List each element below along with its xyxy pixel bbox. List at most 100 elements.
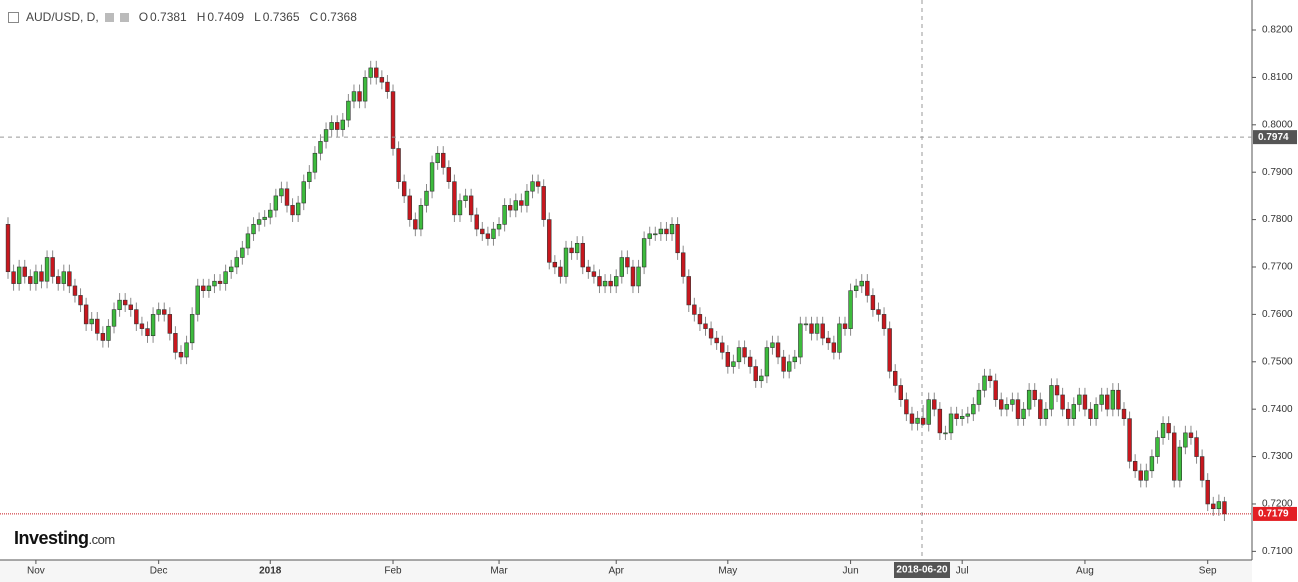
candle-body: [496, 224, 502, 230]
candle-body: [831, 342, 837, 353]
candle-body: [658, 228, 664, 235]
candle-body: [837, 323, 842, 353]
candle-body: [83, 304, 89, 325]
candle-body: [374, 67, 379, 78]
low-value: 0.7365: [262, 10, 300, 24]
candle-body: [1110, 389, 1116, 410]
candle-body: [234, 257, 239, 268]
candle-body: [1199, 456, 1205, 481]
candle-body: [72, 285, 78, 296]
x-tick-label: Dec: [150, 566, 168, 577]
candle-body: [106, 325, 111, 341]
candle-body: [669, 224, 675, 235]
candle-body: [1177, 446, 1183, 481]
y-tick-label: 0.7500: [1262, 356, 1293, 367]
candle-body: [307, 171, 312, 182]
hide-icon[interactable]: [119, 12, 129, 22]
candle-body: [301, 181, 306, 204]
x-tick-label: Feb: [384, 566, 402, 577]
candle-body: [251, 224, 256, 235]
candle-body: [284, 188, 290, 206]
candle-body: [95, 318, 100, 334]
candle-body: [842, 323, 848, 329]
candle-body: [379, 77, 385, 83]
high-label: H: [196, 10, 206, 24]
candle-body: [1127, 418, 1132, 462]
candle-body: [720, 342, 725, 353]
candle-body: [697, 314, 703, 325]
crosshair-date-label: 2018-06-20: [896, 565, 948, 576]
candle-body: [385, 81, 390, 92]
candle-body: [1194, 437, 1199, 457]
candle-body: [1183, 432, 1188, 448]
candle-body: [1138, 470, 1143, 481]
candle-body: [747, 356, 753, 367]
collapse-icon[interactable]: [8, 11, 19, 23]
candle-body: [262, 216, 267, 220]
candle-body: [614, 276, 619, 287]
y-axis-strip: [1252, 0, 1298, 582]
candle-body: [1010, 399, 1015, 405]
candle-body: [608, 280, 613, 287]
candle-body: [346, 100, 351, 121]
candle-body: [1066, 408, 1071, 419]
legend-header: AUD/USD, D, O 0.7381 H 0.7409 L 0.7365 C 0.7…: [8, 10, 357, 24]
candle-body: [390, 91, 396, 149]
candle-body: [675, 224, 680, 254]
settings-icon[interactable]: [104, 12, 114, 22]
candle-body: [16, 266, 22, 284]
x-tick-label: Nov: [27, 566, 45, 577]
candle-body: [876, 309, 881, 315]
candle-body: [865, 280, 870, 296]
last-price-label: 0.7179: [1258, 509, 1289, 520]
x-tick-label: May: [718, 566, 737, 577]
candle-body: [948, 413, 954, 434]
candle-body: [870, 295, 876, 310]
y-tick-label: 0.7700: [1262, 262, 1293, 273]
candle-body: [28, 276, 33, 284]
symbol: AUD/USD, D,: [26, 10, 99, 24]
candle-body: [122, 299, 128, 306]
candle-body: [178, 352, 184, 358]
candle-body: [463, 195, 468, 201]
candle-body: [340, 119, 345, 130]
candle-body: [519, 200, 524, 206]
candle-body: [507, 205, 513, 211]
candle-body: [630, 266, 636, 287]
candle-body: [965, 413, 970, 417]
candle-body: [418, 205, 424, 230]
candle-body: [452, 181, 457, 216]
candle-body: [480, 228, 485, 235]
candle-body: [273, 195, 279, 211]
candle-body: [429, 162, 435, 192]
candle-body: [731, 361, 736, 367]
x-tick-label: 2018: [259, 566, 282, 577]
logo-name: Investing: [14, 528, 89, 548]
candle-body: [5, 224, 11, 273]
candle-body: [809, 323, 814, 334]
candle-body: [993, 380, 998, 400]
crosshair-price-box: [1253, 130, 1297, 145]
candle-body: [56, 276, 61, 284]
candle-body: [798, 323, 803, 358]
candle-body: [128, 304, 133, 310]
candle-body: [569, 247, 574, 254]
candle-body: [552, 261, 558, 268]
candle-body: [759, 375, 764, 382]
candle-body: [653, 233, 658, 236]
candle-body: [156, 309, 161, 315]
candle-body: [1099, 394, 1104, 405]
candle-body: [881, 314, 887, 329]
y-tick-label: 0.7200: [1262, 499, 1293, 510]
candle-body: [976, 389, 982, 405]
candle-body: [753, 366, 758, 382]
candle-body: [619, 257, 625, 277]
candle-body: [245, 233, 251, 249]
candle-body: [435, 152, 440, 164]
close-label: C: [309, 10, 319, 24]
candle-body: [714, 337, 719, 344]
candle-body: [1077, 394, 1082, 405]
candle-body: [1054, 385, 1060, 396]
candle-body: [1021, 408, 1026, 419]
candle-body: [580, 242, 585, 268]
